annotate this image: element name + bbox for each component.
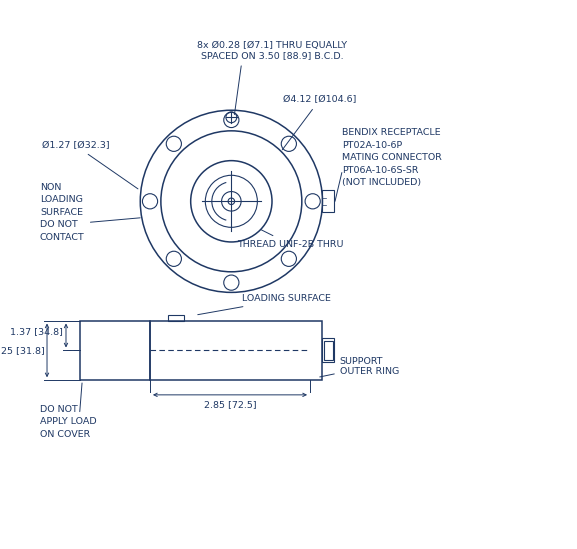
Text: BENDIX RECEPTACLE
PT02A-10-6P
MATING CONNECTOR
PT06A-10-6S-SR
(NOT INCLUDED): BENDIX RECEPTACLE PT02A-10-6P MATING CON… xyxy=(343,128,443,187)
Text: 1.25 [31.8]: 1.25 [31.8] xyxy=(0,346,44,355)
Text: DO NOT
APPLY LOAD
ON COVER: DO NOT APPLY LOAD ON COVER xyxy=(40,405,96,439)
Text: Ø4.12 [Ø104.6]: Ø4.12 [Ø104.6] xyxy=(282,96,356,150)
Bar xyxy=(80,321,150,380)
Text: Ø1.27 [Ø32.3]: Ø1.27 [Ø32.3] xyxy=(42,141,138,189)
Bar xyxy=(168,315,184,321)
Bar xyxy=(323,191,334,212)
Bar xyxy=(324,341,333,360)
Text: 8x Ø0.28 [Ø7.1] THRU EQUALLY
SPACED ON 3.50 [88.9] B.C.D.: 8x Ø0.28 [Ø7.1] THRU EQUALLY SPACED ON 3… xyxy=(197,41,347,115)
Bar xyxy=(323,339,334,362)
Text: 2.85 [72.5]: 2.85 [72.5] xyxy=(204,400,256,409)
Text: THREAD UNF-2B THRU: THREAD UNF-2B THRU xyxy=(237,229,343,249)
Text: 1.37 [34.8]: 1.37 [34.8] xyxy=(10,327,63,335)
Text: SUPPORT
OUTER RING: SUPPORT OUTER RING xyxy=(320,357,399,377)
Text: NON
LOADING
SURFACE
DO NOT
CONTACT: NON LOADING SURFACE DO NOT CONTACT xyxy=(40,183,85,242)
Bar xyxy=(150,321,323,380)
Text: LOADING SURFACE: LOADING SURFACE xyxy=(198,294,331,315)
